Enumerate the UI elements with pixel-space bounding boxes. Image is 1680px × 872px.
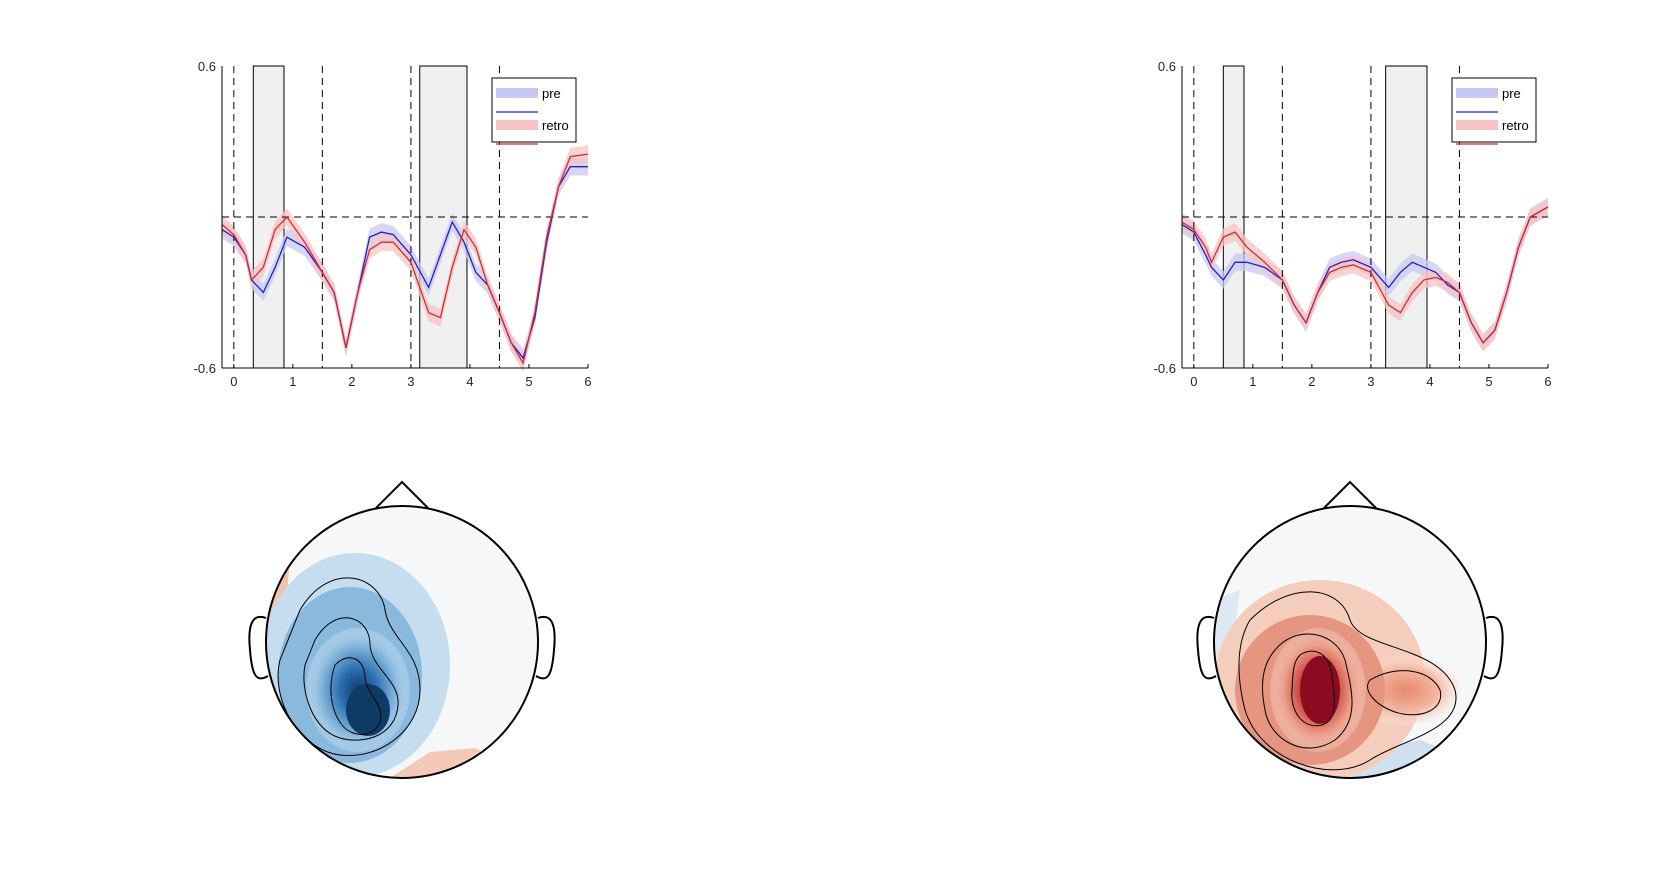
x-tick-label: 5	[1485, 374, 1492, 389]
ear-right	[535, 615, 556, 680]
x-tick-label: 2	[1308, 374, 1315, 389]
x-tick-label: 0	[1190, 374, 1197, 389]
x-tick-label: 2	[348, 374, 355, 389]
legend-label-retro: retro	[1502, 118, 1529, 133]
confidence-bands	[1182, 198, 1548, 352]
topo-contour-1	[1238, 591, 1457, 771]
erp-plot-left: 0 1 2 3 4 5 6 -0.6 0.6 pre retro	[194, 59, 592, 389]
topo-contour-2	[1261, 633, 1353, 749]
topo-contour-2	[303, 617, 399, 741]
ear-left	[248, 615, 269, 680]
legend-label-pre: pre	[1502, 86, 1521, 101]
ear-right	[1483, 615, 1504, 680]
legend: pre retro	[491, 77, 577, 145]
topo-blue-peak	[346, 684, 390, 736]
topo-blue-patch-left	[1215, 590, 1240, 660]
legend-label-pre: pre	[542, 86, 561, 101]
topoplot-left	[248, 480, 556, 779]
legend-label-retro: retro	[542, 118, 569, 133]
legend-swatch-pre	[496, 88, 538, 98]
y-tick-label: -0.6	[194, 361, 216, 376]
series-lines	[221, 153, 589, 365]
ear-left	[1196, 615, 1217, 680]
x-tick-label: 6	[584, 374, 591, 389]
topo-red-peak	[1300, 656, 1340, 724]
legend-swatch-pre	[1456, 88, 1498, 98]
confidence-bands	[222, 145, 588, 372]
head-outline	[265, 505, 539, 779]
topoplot-right	[1196, 480, 1504, 779]
x-tick-label: 3	[1367, 374, 1374, 389]
band-retro	[1182, 198, 1548, 352]
nose	[1323, 480, 1377, 509]
line-retro	[1181, 206, 1549, 344]
topo-contour-3	[1291, 650, 1335, 727]
line-pre	[221, 166, 588, 360]
analysis-window-shades	[1222, 65, 1428, 369]
x-tick-label: 3	[407, 374, 414, 389]
x-tick-label: 5	[525, 374, 532, 389]
x-tick-label: 4	[466, 374, 473, 389]
x-tick-label: 4	[1426, 374, 1433, 389]
axes: 0 1 2 3 4 5 6 -0.6 0.6	[1154, 59, 1552, 389]
x-tick-label: 1	[289, 374, 296, 389]
axes: 0 1 2 3 4 5 6 -0.6 0.6	[194, 59, 592, 389]
y-tick-label: -0.6	[1154, 361, 1176, 376]
y-tick-label: 0.6	[198, 59, 216, 74]
y-tick-label: 0.6	[1158, 59, 1176, 74]
x-tick-label: 0	[230, 374, 237, 389]
topo-contour-4	[1367, 670, 1442, 716]
nose	[375, 480, 429, 509]
head-outline	[1213, 505, 1487, 779]
band-retro	[222, 145, 588, 372]
x-tick-label: 6	[1544, 374, 1551, 389]
topo-contour-3	[330, 657, 382, 735]
legend-swatch-retro	[1456, 120, 1498, 130]
erp-plot-right: 0 1 2 3 4 5 6 -0.6 0.6 pre retro	[1154, 59, 1552, 389]
line-retro	[221, 153, 589, 365]
legend: pre retro	[1451, 77, 1537, 145]
x-tick-label: 1	[1249, 374, 1256, 389]
series-lines	[1181, 206, 1549, 344]
legend-swatch-retro	[496, 120, 538, 130]
